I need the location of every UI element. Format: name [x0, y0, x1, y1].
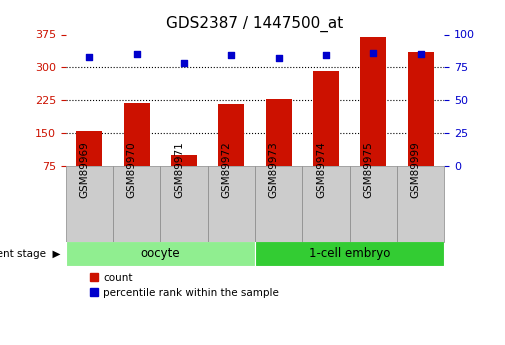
Text: GSM89970: GSM89970	[127, 141, 137, 198]
Point	[417, 51, 425, 57]
Bar	[208, 166, 255, 242]
Text: GSM89972: GSM89972	[221, 141, 231, 198]
Point	[85, 54, 93, 60]
Bar	[361, 37, 386, 166]
Point	[369, 50, 377, 56]
Bar	[66, 241, 255, 266]
Bar	[313, 71, 339, 166]
Bar	[171, 155, 197, 166]
Bar	[66, 166, 113, 242]
Bar	[349, 166, 397, 242]
Text: GSM89973: GSM89973	[269, 141, 279, 198]
Bar	[302, 166, 349, 242]
Bar	[113, 166, 161, 242]
Bar	[266, 99, 292, 166]
Text: GSM89969: GSM89969	[79, 141, 89, 198]
Point	[180, 61, 188, 66]
Text: development stage  ▶: development stage ▶	[0, 249, 61, 258]
Legend: count, percentile rank within the sample: count, percentile rank within the sample	[90, 273, 279, 298]
Bar	[255, 241, 444, 266]
Point	[275, 55, 283, 61]
Title: GDS2387 / 1447500_at: GDS2387 / 1447500_at	[167, 16, 343, 32]
Bar	[161, 166, 208, 242]
Point	[133, 51, 141, 57]
Bar	[124, 103, 149, 166]
Text: GSM89974: GSM89974	[316, 141, 326, 198]
Bar	[218, 105, 244, 166]
Bar	[397, 166, 444, 242]
Text: GSM89999: GSM89999	[411, 141, 421, 198]
Point	[322, 53, 330, 58]
Point	[227, 53, 235, 58]
Bar	[408, 52, 434, 166]
Text: GSM89971: GSM89971	[174, 141, 184, 198]
Text: GSM89975: GSM89975	[364, 141, 373, 198]
Bar	[76, 131, 103, 166]
Bar	[255, 166, 302, 242]
Text: 1-cell embryo: 1-cell embryo	[309, 247, 390, 260]
Text: oocyte: oocyte	[140, 247, 180, 260]
